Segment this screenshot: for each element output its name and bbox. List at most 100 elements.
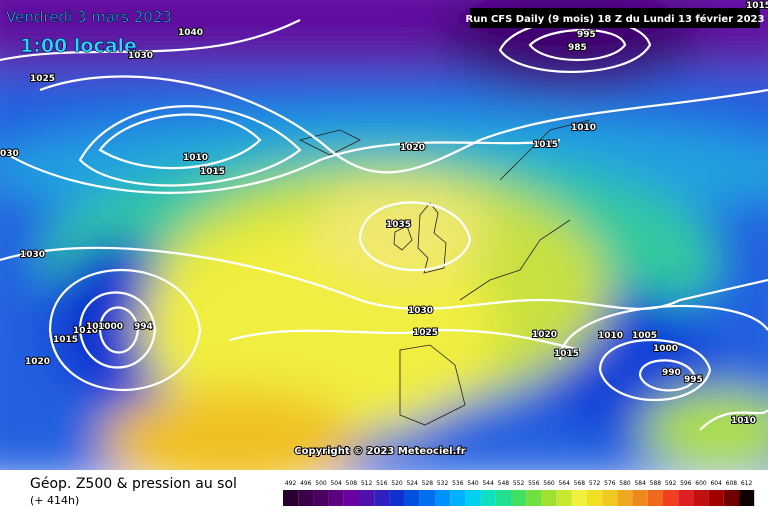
- legend-swatch: [678, 490, 694, 506]
- legend-label: 528: [422, 480, 434, 487]
- legend-label: 604: [710, 480, 722, 487]
- legend-swatch: [556, 490, 572, 506]
- legend-label: 500: [315, 480, 327, 487]
- legend-swatch: [723, 490, 739, 506]
- legend-swatch: [708, 490, 724, 506]
- legend: 492 496 500 504 508 512 516 520 524 528 532 536 540 5…: [283, 480, 755, 506]
- legend-swatch: [693, 490, 709, 506]
- isobar-label: 1010: [598, 331, 623, 341]
- isobar-label: 1010: [731, 416, 756, 426]
- legend-swatch: [541, 490, 557, 506]
- isobar-label: 1000: [98, 322, 123, 332]
- legend-swatch: [435, 490, 451, 506]
- legend-swatch: [511, 490, 527, 506]
- run-banner: [470, 8, 760, 28]
- legend-label: 580: [619, 480, 631, 487]
- legend-label: 552: [513, 480, 525, 487]
- legend-swatch: [647, 490, 663, 506]
- isobar-label: 1040: [178, 28, 203, 38]
- isobar-label: 1015: [746, 1, 768, 11]
- legend-label: 508: [346, 480, 358, 487]
- legend-label: 560: [543, 480, 555, 487]
- legend-swatch: [465, 490, 481, 506]
- legend-label: 492: [285, 480, 297, 487]
- isobar-label: 995: [684, 375, 703, 385]
- legend-label: 612: [741, 480, 753, 487]
- legend-swatch: [602, 490, 618, 506]
- legend-label: 588: [650, 480, 662, 487]
- isobar-label: 1020: [25, 357, 50, 367]
- legend-swatch: [313, 490, 329, 506]
- isobar-label: 1025: [413, 328, 438, 338]
- legend-label: 600: [695, 480, 707, 487]
- legend-swatch: [359, 490, 375, 506]
- isobar-label: 994: [134, 322, 153, 332]
- isobar-label: 1010: [183, 153, 208, 163]
- legend-swatch: [298, 490, 314, 506]
- legend-label: 524: [406, 480, 418, 487]
- legend-label: 540: [467, 480, 479, 487]
- isobar-label: 1005: [632, 331, 657, 341]
- legend-label: 548: [498, 480, 510, 487]
- legend-swatch: [389, 490, 405, 506]
- isobar-label: 1030: [128, 51, 153, 61]
- isobar-label: 1030: [408, 306, 433, 316]
- isobar-label: 1035: [386, 220, 411, 230]
- isobar-label: 1015: [53, 335, 78, 345]
- legend-label: 516: [376, 480, 388, 487]
- legend-label: 496: [300, 480, 312, 487]
- legend-swatch: [328, 490, 344, 506]
- legend-swatch: [526, 490, 542, 506]
- legend-swatch: [632, 490, 648, 506]
- isobar-label: 1025: [30, 74, 55, 84]
- isobar-label: 030: [0, 149, 19, 159]
- legend-label: 520: [391, 480, 403, 487]
- legend-label: 608: [726, 480, 738, 487]
- footer-lead: (+ 414h): [30, 494, 79, 507]
- run-info: Run CFS Daily (9 mois) 18 Z du Lundi 13 …: [466, 13, 765, 25]
- legend-label: 504: [330, 480, 342, 487]
- isobar-label: 985: [568, 43, 587, 53]
- legend-label: 532: [437, 480, 449, 487]
- isobar-label: 1020: [532, 330, 557, 340]
- isobar-label: 1015: [554, 349, 579, 359]
- legend-label: 564: [558, 480, 570, 487]
- geopotential-field: [0, 0, 768, 490]
- footer-title: Géop. Z500 & pression au sol: [30, 476, 237, 492]
- legend-label: 596: [680, 480, 692, 487]
- isobar-label: 1005: [86, 322, 111, 332]
- legend-label: 568: [574, 480, 586, 487]
- legend-label: 556: [528, 480, 540, 487]
- coastlines: [298, 119, 591, 426]
- legend-label: 592: [665, 480, 677, 487]
- isobar-label: 1015: [200, 167, 225, 177]
- legend-swatch: [663, 490, 679, 506]
- copyright: Copyright © 2023 Meteociel.fr: [294, 446, 465, 457]
- legend-label: 576: [604, 480, 616, 487]
- isobar-label: 1015: [533, 140, 558, 150]
- legend-swatch: [587, 490, 603, 506]
- isobar-label: 1010: [73, 326, 98, 336]
- isobar-label: 1020: [400, 143, 425, 153]
- legend-swatch: [283, 490, 299, 506]
- isobar-label: 995: [577, 30, 596, 40]
- legend-swatch: [404, 490, 420, 506]
- legend-swatch: [495, 490, 511, 506]
- legend-label: 536: [452, 480, 464, 487]
- legend-label: 572: [589, 480, 601, 487]
- legend-swatch: [739, 490, 755, 506]
- legend-label: 584: [634, 480, 646, 487]
- legend-swatch: [480, 490, 496, 506]
- date: Vendredi 3 mars 2023: [6, 8, 172, 26]
- legend-swatch: [571, 490, 587, 506]
- legend-label: 512: [361, 480, 373, 487]
- legend-swatch: [419, 490, 435, 506]
- legend-swatch: [343, 490, 359, 506]
- time: 1:00 locale: [20, 35, 137, 57]
- isobar-label: 1000: [653, 344, 678, 354]
- isobar-label: 1010: [571, 123, 596, 133]
- isobars: [0, 18, 768, 431]
